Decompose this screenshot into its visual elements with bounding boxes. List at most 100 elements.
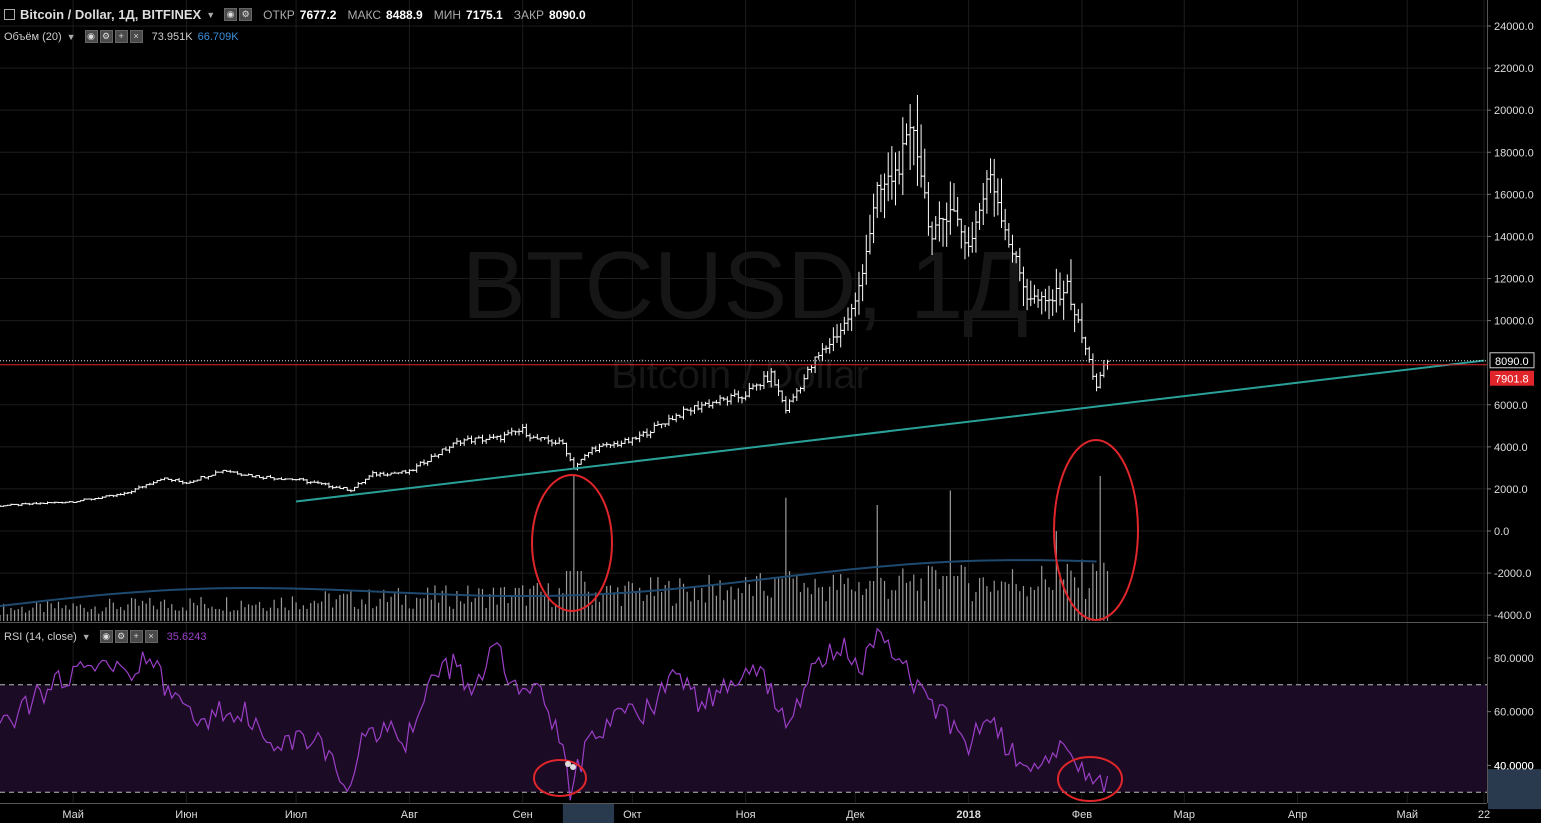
volume-bar <box>438 602 440 621</box>
volume-bar <box>87 611 89 621</box>
volume-bar <box>321 601 323 621</box>
volume-bar <box>544 594 546 621</box>
volume-bar <box>342 593 345 621</box>
volume-bar <box>1015 584 1017 621</box>
close-icon[interactable]: × <box>129 30 143 43</box>
volume-bar <box>712 585 714 621</box>
symbol-title[interactable]: Bitcoin / Dollar, 1Д, BITFINEX <box>20 7 202 22</box>
volume-bar <box>390 596 392 621</box>
volume-bar <box>32 607 34 621</box>
settings-icon[interactable]: ⚙ <box>239 8 253 21</box>
volume-bar <box>397 588 400 621</box>
volume-bar <box>434 585 436 621</box>
volume-bar <box>57 601 60 621</box>
volume-bar <box>723 600 725 621</box>
volume-bar <box>94 606 96 621</box>
volume-bar <box>851 589 853 621</box>
annotation-circle <box>531 474 613 612</box>
volume-bar <box>467 585 469 621</box>
chevron-down-icon[interactable]: ▼ <box>81 631 91 642</box>
volume-bar <box>419 598 421 621</box>
volume-bar <box>452 608 454 621</box>
volume-bar <box>503 586 506 621</box>
plus-icon[interactable]: + <box>114 30 128 43</box>
volume-bar <box>931 566 933 621</box>
chevron-down-icon[interactable]: ▼ <box>206 9 216 20</box>
volume-bar <box>123 610 125 621</box>
volume-bar <box>909 581 911 621</box>
volume-bar <box>876 505 878 621</box>
volume-bar <box>660 592 663 621</box>
volume-bar <box>489 594 491 621</box>
volume-bar <box>792 578 794 621</box>
settings-icon[interactable]: ⚙ <box>99 30 113 43</box>
volume-bar <box>481 589 484 621</box>
volume-bar <box>829 586 831 621</box>
rsi-line <box>0 627 1109 801</box>
price-tick-label: -4000.0 <box>1494 610 1531 622</box>
volume-bar <box>492 587 495 621</box>
volume-bar <box>832 574 834 621</box>
volume-bar <box>935 570 937 621</box>
volume-bar <box>174 610 177 621</box>
chevron-down-icon[interactable]: ▼ <box>66 31 76 42</box>
volume-bar <box>302 605 304 621</box>
volume-bar <box>478 588 480 621</box>
volume-bar <box>189 598 191 621</box>
volume-bar <box>6 614 8 621</box>
volume-bar <box>657 577 659 621</box>
eye-icon[interactable]: ◉ <box>224 8 238 21</box>
time-tick-label: Авг <box>401 809 418 821</box>
volume-bar <box>730 586 732 621</box>
volume-bar <box>734 599 736 621</box>
eye-icon[interactable]: ◉ <box>84 30 98 43</box>
rsi-label[interactable]: RSI (14, close) <box>4 630 77 643</box>
volume-bar <box>1063 579 1065 621</box>
volume-bar <box>880 577 882 621</box>
volume-bar <box>957 576 959 621</box>
rsi-tick-label: 80.0000 <box>1494 653 1534 665</box>
volume-bar <box>964 566 966 621</box>
volume-bar <box>372 608 374 621</box>
rsi-band <box>0 684 1487 793</box>
time-tick-label: 22 <box>1478 809 1490 821</box>
volume-bar <box>255 604 257 621</box>
volume-bar <box>547 583 549 621</box>
settings-icon[interactable]: ⚙ <box>114 630 128 643</box>
volume-bar <box>598 601 601 621</box>
volume-bar <box>639 587 641 621</box>
volume-bar <box>266 610 268 621</box>
rsi-legend: RSI (14, close) ▼ ◉ ⚙ + × 35.6243 <box>4 630 206 643</box>
volume-bar <box>375 606 378 621</box>
eye-icon[interactable]: ◉ <box>99 630 113 643</box>
price-tick-label: 4000.0 <box>1494 442 1528 454</box>
volume-bar <box>456 590 458 621</box>
price-tick-label: 6000.0 <box>1494 400 1528 412</box>
time-tick-label: Июл <box>285 809 307 821</box>
volume-bar <box>1088 588 1090 621</box>
volume-bar <box>167 608 169 621</box>
volume-bar <box>317 603 319 621</box>
volume-bar <box>924 600 926 621</box>
volume-bar <box>1008 583 1010 621</box>
volume-bar <box>299 609 301 621</box>
time-tick-label: 2018 <box>956 809 980 821</box>
volume-bar <box>441 590 443 621</box>
close-icon[interactable]: × <box>144 630 158 643</box>
collapse-icon[interactable] <box>4 9 15 20</box>
time-tick-label: Сен <box>513 809 533 821</box>
volume-bar <box>978 577 981 621</box>
volume-bar <box>664 584 666 621</box>
volume-bar <box>511 596 513 621</box>
volume-bar <box>551 607 553 621</box>
volume-bar <box>280 597 283 621</box>
volume-bar <box>141 600 144 621</box>
volume-label[interactable]: Объём (20) <box>4 30 62 43</box>
marker-dot <box>570 764 576 770</box>
volume-bar <box>1022 586 1025 621</box>
plus-icon[interactable]: + <box>129 630 143 643</box>
volume-bar <box>905 582 908 621</box>
time-tick-label: Июн <box>175 809 197 821</box>
volume-bar <box>160 601 162 621</box>
